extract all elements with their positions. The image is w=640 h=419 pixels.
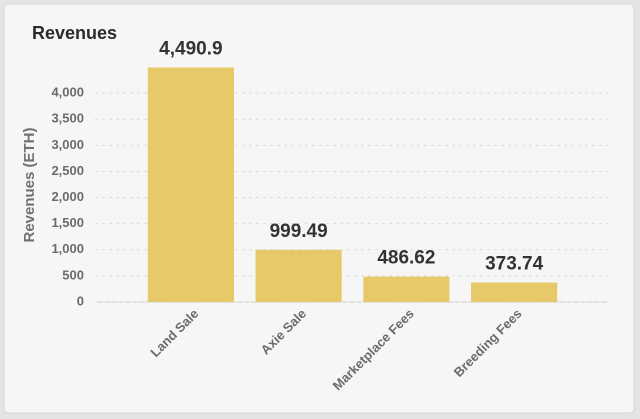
- bar: [147, 67, 234, 302]
- y-tick-label: 1,000: [51, 241, 84, 256]
- y-tick-label: 1,500: [51, 215, 84, 230]
- bar: [471, 282, 558, 302]
- y-tick-label: 2,500: [51, 163, 84, 178]
- chart-title: Revenues: [32, 23, 117, 43]
- value-label: 4,490.9: [159, 38, 222, 59]
- y-tick-label: 3,000: [51, 137, 84, 152]
- y-tick-label: 3,500: [51, 111, 84, 126]
- value-label: 486.62: [377, 248, 435, 269]
- y-tick-label: 4,000: [51, 85, 84, 100]
- y-tick-label: 2,000: [51, 189, 84, 204]
- y-axis-label: Revenues (ETH): [21, 127, 38, 242]
- card: [3, 3, 635, 414]
- y-tick-label: 0: [77, 293, 84, 308]
- value-label: 373.74: [485, 253, 544, 274]
- bar: [255, 249, 342, 302]
- y-tick-label: 500: [62, 267, 84, 282]
- bar: [363, 276, 450, 302]
- value-label: 999.49: [270, 221, 328, 242]
